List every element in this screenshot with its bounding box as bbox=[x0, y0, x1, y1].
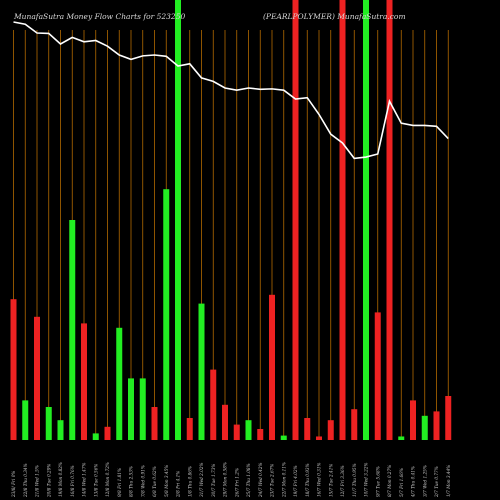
bar bbox=[128, 378, 134, 440]
x-tick-label: 8/8 Thu 2.53% bbox=[129, 466, 134, 497]
chart-title: MunafaSutra Money Flow Charts for 523250 bbox=[14, 12, 186, 21]
x-tick-label: 19/8 Mon 0.82% bbox=[58, 462, 63, 497]
x-tick-labels: 23/8/ Fri 0% 22/8 Thu 0.34% 21/8 Wed 1.5% 2… bbox=[11, 462, 451, 498]
x-tick-label: 19/7 Fri 4.02% bbox=[293, 465, 298, 497]
bar bbox=[421, 415, 428, 440]
x-tick-label: 1/8 Thu 0.86% bbox=[187, 466, 192, 497]
x-tick-label: 4/7 Thu 0.41% bbox=[411, 466, 416, 498]
x-tick-label: 26/7 Fri 1.2% bbox=[234, 468, 239, 498]
x-tick-label: 8/7 Mon 0.27% bbox=[387, 465, 392, 497]
x-tick-label: 24/7 Wed 0.42% bbox=[258, 462, 263, 498]
bar bbox=[257, 429, 264, 440]
bar bbox=[175, 0, 181, 440]
grid-lines bbox=[13, 30, 449, 440]
bar bbox=[69, 220, 76, 440]
bar bbox=[280, 435, 287, 440]
x-tick-label: 9/7 Tue 5.68% bbox=[375, 466, 380, 497]
bar bbox=[445, 396, 452, 440]
x-tick-label: 13/8 Tue 0.56% bbox=[93, 464, 98, 497]
bar bbox=[233, 424, 240, 440]
bar bbox=[304, 418, 311, 440]
bar bbox=[10, 299, 17, 440]
x-tick-label: 16/7 Wed 0.31% bbox=[317, 462, 322, 497]
x-tick-label: 22/8 Thu 0.34% bbox=[23, 463, 28, 498]
x-tick-label: 3/7 Wed 1.25% bbox=[422, 465, 427, 497]
bar bbox=[398, 436, 405, 440]
bar bbox=[81, 323, 87, 440]
x-tick-label: 18/7 Thu 0.93% bbox=[305, 463, 310, 497]
bar bbox=[363, 0, 369, 440]
x-tick-label: 20/8 Tue 0.29% bbox=[46, 464, 51, 498]
x-tick-label: 6/8 Tue 0.62% bbox=[152, 466, 157, 497]
x-tick-label: 14/8 Wed 1.47% bbox=[82, 462, 87, 497]
x-tick-label: 25/7 Thu 1.08% bbox=[246, 463, 251, 498]
bar bbox=[410, 400, 416, 440]
x-tick-label: 1/7 Mon 3.44% bbox=[446, 465, 451, 497]
bar bbox=[433, 411, 440, 440]
bar bbox=[222, 404, 228, 440]
bar bbox=[269, 294, 275, 440]
x-tick-label: 21/8 Wed 1.5% bbox=[35, 465, 40, 498]
bar bbox=[292, 0, 299, 440]
bar bbox=[210, 369, 217, 440]
bar bbox=[351, 409, 358, 440]
bar bbox=[45, 407, 52, 440]
x-tick-label: 5/7 Fri 1.66% bbox=[399, 468, 404, 497]
bar-series bbox=[10, 0, 452, 440]
x-tick-label: 12/7 Fri 3.36% bbox=[340, 465, 345, 497]
bar bbox=[116, 327, 123, 440]
x-tick-label: 7/8 Wed 0.91% bbox=[140, 465, 145, 497]
bar bbox=[339, 0, 346, 440]
x-tick-label: 12/8 Mon 0.72% bbox=[105, 462, 110, 497]
bar bbox=[198, 303, 205, 440]
bar bbox=[92, 433, 99, 440]
x-tick-label: 16/8 Fri 0.76% bbox=[70, 465, 75, 497]
bar bbox=[22, 400, 29, 440]
x-tick-label: 29/7 Mon 0.58% bbox=[223, 462, 228, 498]
bar bbox=[151, 407, 158, 440]
x-tick-label: 23/7 Tue 2.67% bbox=[270, 464, 275, 498]
x-tick-label: 2/8 Fri 4.1% bbox=[176, 471, 181, 498]
x-tick-label: 30/7 Tue 1.73% bbox=[211, 464, 216, 497]
x-tick-label: 22/7 Mon 0.11% bbox=[281, 462, 286, 498]
bar bbox=[57, 420, 64, 440]
bar bbox=[327, 420, 334, 440]
x-tick-label: 2/7 Tue 0.77% bbox=[434, 466, 439, 498]
bar bbox=[139, 378, 146, 440]
bar bbox=[386, 0, 393, 440]
bar bbox=[186, 418, 193, 440]
bar bbox=[163, 189, 170, 440]
x-tick-label: 15/7 Tue 2.41% bbox=[328, 464, 333, 497]
chart-subtitle: (PEARLPOLYMER) MunafaSutra.com bbox=[263, 12, 406, 21]
x-tick-label: 10/7 Wed 3.22% bbox=[364, 462, 369, 497]
bar bbox=[34, 316, 40, 440]
bar bbox=[245, 420, 252, 440]
x-tick-label: 11/7 Thu 0.95% bbox=[352, 463, 357, 497]
price-line bbox=[13, 21, 449, 160]
x-tick-label: 5/8 Mon 3.45% bbox=[164, 465, 169, 497]
x-tick-label: 31/7 Wed 2.02% bbox=[199, 462, 204, 497]
bar bbox=[316, 436, 322, 440]
bar bbox=[374, 312, 381, 440]
bar bbox=[104, 426, 111, 440]
x-tick-label: 23/8/ Fri 0% bbox=[11, 471, 16, 498]
x-tick-label: 9/8 Fri 1.81% bbox=[117, 468, 122, 497]
